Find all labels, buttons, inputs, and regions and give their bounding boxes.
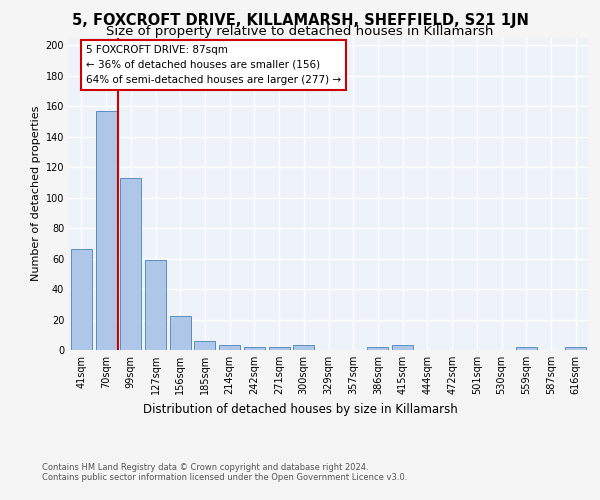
Y-axis label: Number of detached properties: Number of detached properties [31,106,41,282]
Bar [293,346,314,350]
Bar [120,178,141,350]
Bar [244,347,265,350]
Bar [194,341,215,350]
Bar [71,250,92,350]
Text: Contains public sector information licensed under the Open Government Licence v3: Contains public sector information licen… [42,472,407,482]
Bar [269,347,290,350]
Bar [367,347,388,350]
Bar [516,347,537,350]
Bar [565,347,586,350]
Text: 5, FOXCROFT DRIVE, KILLAMARSH, SHEFFIELD, S21 1JN: 5, FOXCROFT DRIVE, KILLAMARSH, SHEFFIELD… [71,12,529,28]
Bar [392,346,413,350]
Bar [95,110,116,350]
Text: Contains HM Land Registry data © Crown copyright and database right 2024.: Contains HM Land Registry data © Crown c… [42,462,368,471]
Bar [145,260,166,350]
Bar [219,346,240,350]
Text: Size of property relative to detached houses in Killamarsh: Size of property relative to detached ho… [106,25,494,38]
Text: Distribution of detached houses by size in Killamarsh: Distribution of detached houses by size … [143,402,457,415]
Text: 5 FOXCROFT DRIVE: 87sqm
← 36% of detached houses are smaller (156)
64% of semi-d: 5 FOXCROFT DRIVE: 87sqm ← 36% of detache… [86,45,341,84]
Bar [170,316,191,350]
